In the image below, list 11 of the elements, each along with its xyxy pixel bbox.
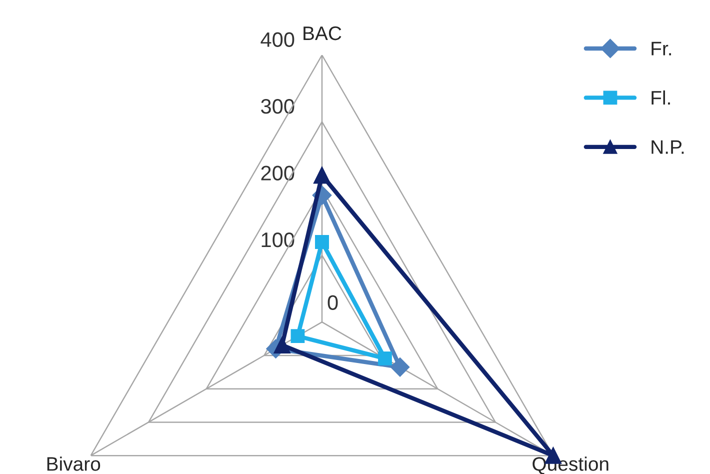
- spoke-label: Question: [532, 456, 608, 474]
- spoke-label: BAC: [304, 26, 342, 40]
- y-tick-label: 300: [261, 98, 294, 114]
- spoke-label: Bivaro: [47, 456, 100, 471]
- y-tick-label: 400: [260, 32, 294, 48]
- y-tick-label: 0: [328, 295, 338, 310]
- legend-label: N.P.: [652, 140, 684, 154]
- legend-label: Fr.: [652, 42, 671, 56]
- y-tick-label: 200: [261, 166, 294, 180]
- legend-label: Fl.: [652, 90, 670, 105]
- y-tick-label: 100: [262, 232, 294, 248]
